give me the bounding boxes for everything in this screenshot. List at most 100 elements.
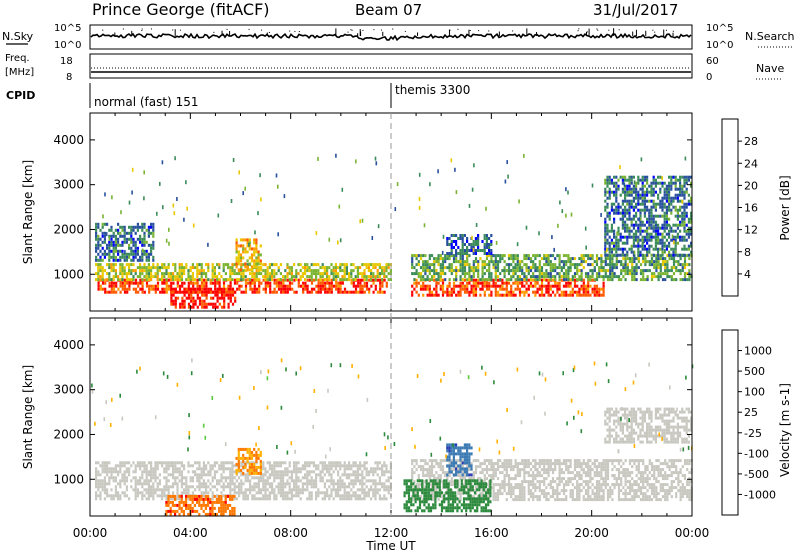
echo-cell	[652, 181, 655, 185]
echo-cell	[628, 184, 631, 188]
echo-speck	[131, 167, 134, 172]
echo-cell	[455, 266, 458, 270]
echo-cell	[339, 482, 342, 486]
echo-cell	[428, 284, 431, 288]
echo-cell	[154, 479, 157, 483]
echo-cell	[435, 260, 438, 264]
echo-cell	[354, 461, 357, 465]
echo-cell	[108, 482, 111, 486]
echo-cell	[477, 269, 480, 273]
echo-cell	[224, 461, 227, 465]
echo-cell	[290, 476, 293, 480]
echo-cell	[117, 252, 120, 256]
echo-cell	[202, 482, 205, 486]
echo-cell	[600, 287, 603, 291]
echo-cell	[246, 250, 249, 254]
echo-cell	[363, 278, 366, 282]
echo-cell	[518, 266, 522, 270]
echo-cell	[229, 281, 232, 285]
echo-cell	[174, 482, 177, 486]
echo-cell	[567, 266, 570, 270]
echo-cell	[606, 214, 609, 218]
echo-cell	[363, 494, 366, 498]
echo-cell	[488, 480, 491, 484]
echo-cell	[435, 281, 438, 285]
echo-cell	[328, 287, 331, 291]
echo-cell	[646, 275, 649, 279]
echo-cell	[324, 287, 327, 291]
echo-cell	[665, 211, 668, 215]
echo-cell	[523, 257, 526, 261]
echo-cell	[683, 205, 686, 209]
echo-cell	[310, 461, 313, 465]
echo-cell	[220, 479, 223, 483]
echo-cell	[441, 498, 445, 502]
echo-cell	[679, 178, 682, 182]
echo-speck	[328, 237, 331, 242]
echo-cell	[646, 178, 649, 182]
echo-cell	[147, 263, 150, 267]
echo-cell	[297, 476, 300, 480]
echo-cell	[139, 491, 142, 495]
echo-cell	[231, 287, 235, 291]
echo-cell	[383, 485, 386, 489]
echo-cell	[200, 470, 203, 474]
echo-cell	[578, 287, 581, 291]
echo-cell	[415, 254, 418, 258]
echo-cell	[383, 494, 386, 498]
echo-cell	[628, 202, 631, 206]
echo-cell	[540, 284, 544, 288]
echo-cell	[114, 237, 117, 241]
echo-cell	[231, 476, 234, 480]
echo-speck	[161, 160, 164, 165]
echo-cell	[238, 491, 241, 495]
echo-cell	[134, 479, 137, 483]
echo-cell	[321, 278, 325, 282]
echo-cell	[613, 266, 616, 270]
echo-cell	[97, 272, 100, 276]
echo-cell	[565, 278, 568, 282]
echo-cell	[626, 208, 629, 212]
echo-cell	[293, 464, 296, 468]
echo-cell	[181, 281, 184, 285]
echo-cell	[635, 220, 638, 224]
nsearch-dot	[512, 30, 514, 32]
echo-cell	[411, 471, 414, 475]
echo-cell	[415, 492, 418, 496]
echo-cell	[117, 473, 120, 477]
echo-cell	[211, 269, 214, 273]
echo-cell	[246, 268, 249, 272]
echo-cell	[248, 268, 251, 272]
nsearch-dot	[298, 31, 300, 33]
echo-cell	[97, 488, 100, 492]
echo-cell	[644, 257, 647, 261]
echo-speck	[102, 214, 104, 219]
echo-cell	[95, 258, 98, 262]
echo-cell	[191, 491, 194, 495]
echo-speck	[600, 213, 602, 217]
echo-cell	[218, 296, 221, 300]
echo-cell	[356, 476, 359, 480]
echo-cell	[615, 190, 618, 194]
echo-cell	[428, 269, 431, 273]
echo-cell	[128, 473, 131, 477]
echo-cell	[525, 281, 528, 285]
echo-cell	[611, 263, 614, 267]
echo-cell	[198, 272, 201, 276]
echo-cell	[490, 468, 493, 472]
echo-cell	[481, 495, 484, 499]
echo-cell	[428, 254, 431, 258]
echo-cell	[381, 281, 384, 285]
echo-cell	[183, 293, 186, 297]
echo-cell	[275, 476, 278, 480]
echo-cell	[608, 175, 611, 179]
echo-cell	[430, 263, 434, 267]
echo-cell	[490, 284, 493, 288]
echo-cell	[231, 266, 234, 270]
echo-cell	[383, 470, 386, 474]
echo-cell	[192, 305, 195, 309]
echo-cell	[255, 262, 258, 266]
echo-cell	[615, 196, 618, 200]
echo-cell	[663, 217, 666, 221]
echo-cell	[664, 263, 667, 267]
